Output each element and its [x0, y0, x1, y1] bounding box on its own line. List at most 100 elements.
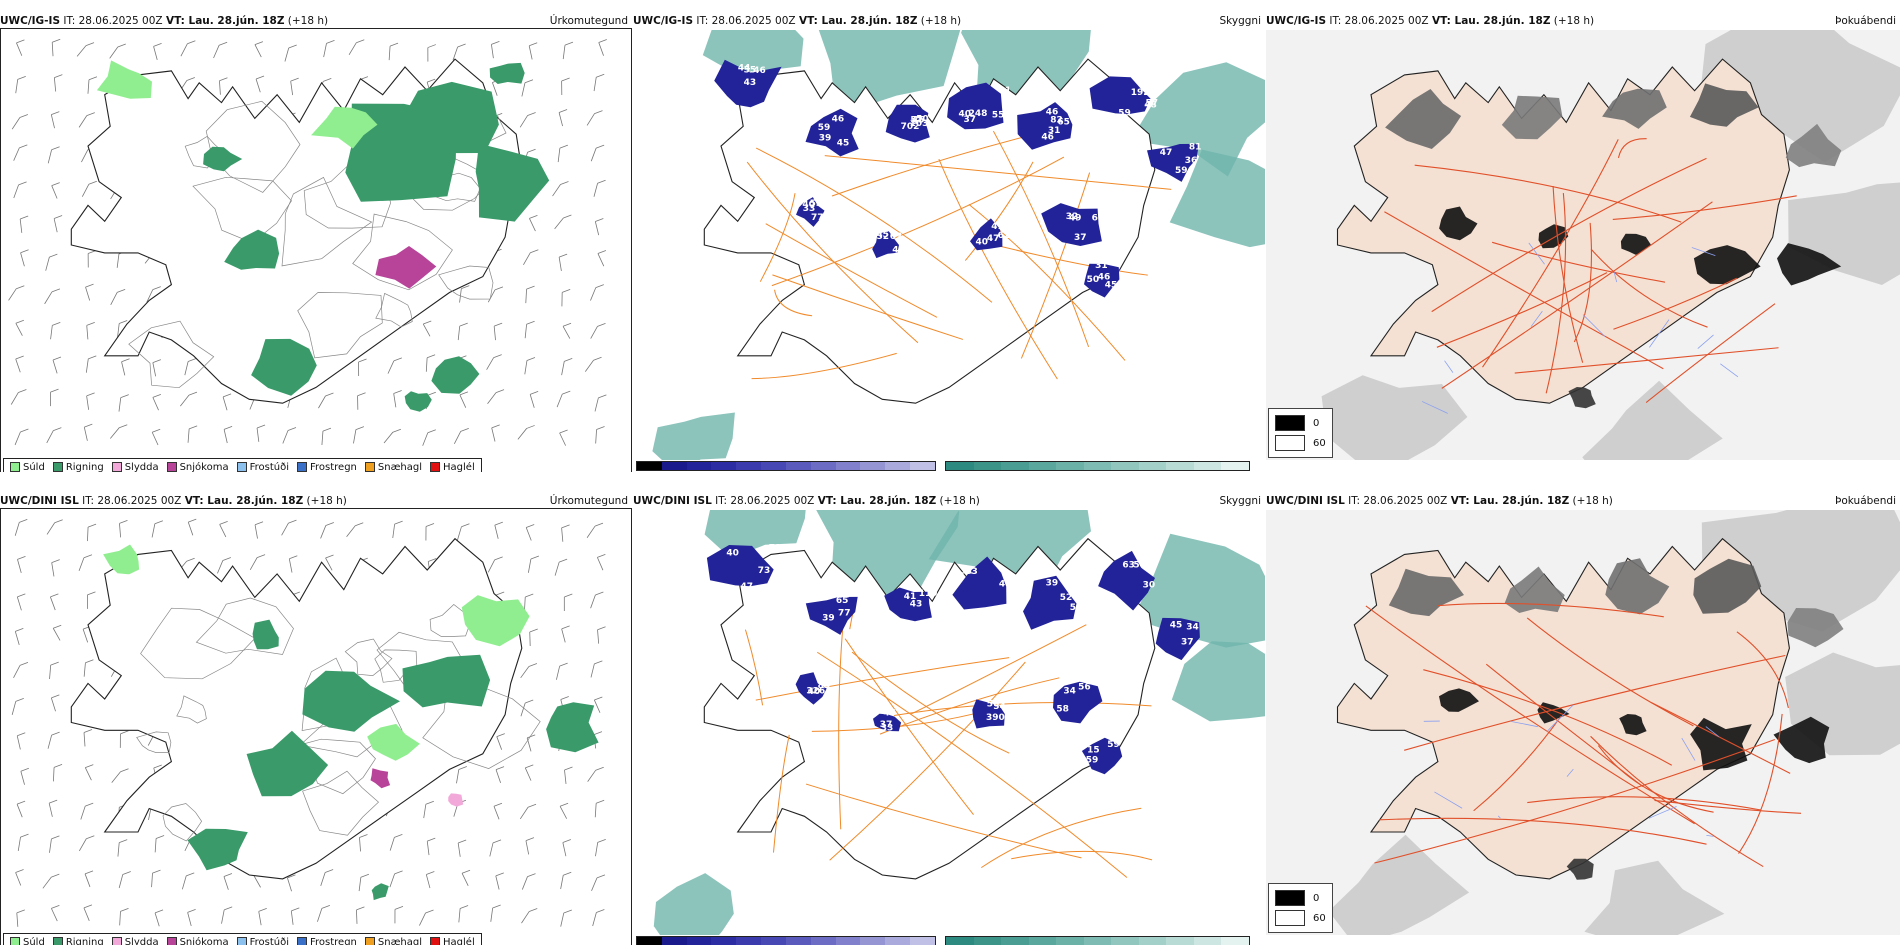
wind-barb — [49, 661, 59, 680]
wind-barb — [586, 110, 603, 126]
colorbar-cell — [1166, 462, 1194, 470]
colorbar-cell — [661, 937, 687, 945]
visibility-value: 83 — [818, 681, 831, 691]
roads — [1384, 138, 1797, 403]
wind-barb — [495, 872, 504, 890]
visibility-value: 33 — [803, 204, 816, 214]
wind-barb — [50, 111, 60, 129]
visibility-value: 59 — [818, 123, 831, 133]
wind-barb — [558, 253, 568, 271]
visibility-value: 59 — [1118, 108, 1131, 118]
road — [772, 734, 790, 853]
visibility-value: 62 — [771, 84, 784, 94]
colorbar-cell — [1166, 937, 1194, 945]
lead-time: (+18 h) — [284, 15, 329, 27]
rivers — [1421, 242, 1739, 414]
road — [765, 223, 938, 318]
lead-time: (+18 h) — [917, 15, 962, 27]
fog-area — [1504, 566, 1565, 613]
road — [1414, 164, 1682, 223]
wind-barb — [590, 322, 606, 339]
legend-item-rigning: Rigning — [52, 462, 104, 472]
visibility-value: 45 — [837, 138, 850, 148]
visibility-value: 47 — [741, 582, 754, 592]
road — [1597, 745, 1714, 813]
valid-time: Lau. 28.jún. 18Z — [840, 495, 937, 507]
river — [1444, 360, 1454, 373]
visibility-value: 59 — [1175, 166, 1188, 176]
colorbar-cell — [885, 937, 911, 945]
wind-barb — [78, 112, 95, 128]
legend-item-snæhagl: Snæhagl — [364, 937, 422, 945]
wind-barb — [111, 768, 129, 783]
contour-line — [128, 320, 215, 389]
wind-barb — [48, 799, 58, 817]
unit-m: m — [633, 470, 644, 472]
fog-legend-row: 0 — [1275, 413, 1326, 433]
wind-barb — [47, 731, 60, 749]
low-visibility — [947, 82, 1004, 130]
wind-barb — [44, 288, 61, 305]
road — [879, 677, 1060, 735]
wind-barb — [17, 556, 26, 573]
init-time: 28.06.2025 00Z — [97, 495, 185, 507]
contour-line — [375, 292, 413, 328]
wind-barb — [358, 873, 370, 892]
fog-legend-row: 0 — [1275, 888, 1326, 908]
visibility-value: 43 — [910, 600, 923, 610]
fog-legend-row: 60 — [1275, 908, 1326, 928]
colorbar-cell — [835, 462, 861, 470]
colorbar-cell — [860, 937, 886, 945]
wind-barb — [16, 593, 26, 611]
colorbar-cell — [1028, 937, 1057, 945]
panel-title: Þokuábendi — [1835, 15, 1896, 27]
wind-barb — [493, 802, 503, 820]
visibility-value: 62 — [998, 231, 1011, 241]
road — [964, 161, 1034, 261]
river — [1421, 401, 1448, 414]
low-visibility — [706, 545, 774, 587]
wind-barb — [393, 390, 402, 408]
wind-barb — [16, 800, 26, 818]
wind-barb — [52, 624, 62, 641]
legend-swatch — [166, 462, 177, 472]
legend-swatch — [10, 937, 20, 945]
wind-barb — [394, 906, 404, 924]
road — [1527, 796, 1762, 811]
colorbar-cell — [1221, 937, 1250, 945]
wind-barb — [590, 591, 604, 609]
contour-line — [422, 679, 541, 769]
wind-barb — [594, 799, 605, 818]
precip-area — [404, 81, 499, 168]
wind-barb — [356, 906, 365, 924]
fog-legend: 0 60 — [1268, 408, 1333, 458]
visibility-value: 41 — [904, 592, 917, 602]
visibility-km-colorbar: 12345678910 — [945, 936, 1250, 945]
init-label: IT: — [60, 15, 79, 27]
colorbar-cell — [711, 937, 737, 945]
low-visibility — [1089, 76, 1151, 114]
wind-barb — [119, 730, 129, 748]
wind-barb — [219, 521, 228, 538]
wind-barb — [587, 766, 604, 782]
visibility-value: 37 — [1181, 638, 1194, 648]
road — [1590, 248, 1708, 328]
visibility-value: 37 — [964, 115, 977, 125]
wind-barb — [154, 835, 165, 853]
visibility-value: 36 — [1185, 156, 1198, 166]
river — [1697, 334, 1714, 349]
wind-barb — [425, 523, 435, 541]
precip-area — [402, 654, 491, 708]
visibility-value: 77 — [811, 213, 824, 223]
map-canvas — [0, 510, 632, 935]
colorbar-cell — [637, 462, 662, 470]
contour-line — [352, 213, 453, 291]
wind-barb — [496, 733, 505, 750]
panel-header: UWC/DINI ISL IT: 28.06.2025 00Z VT: Lau.… — [633, 494, 1261, 508]
visibility-value: 45 — [1170, 621, 1183, 631]
wind-barb — [561, 77, 570, 96]
init-time: 28.06.2025 00Z — [730, 495, 818, 507]
visibility-value: 53 — [810, 199, 823, 209]
wind-barb — [78, 835, 95, 852]
wind-barb — [110, 424, 128, 439]
